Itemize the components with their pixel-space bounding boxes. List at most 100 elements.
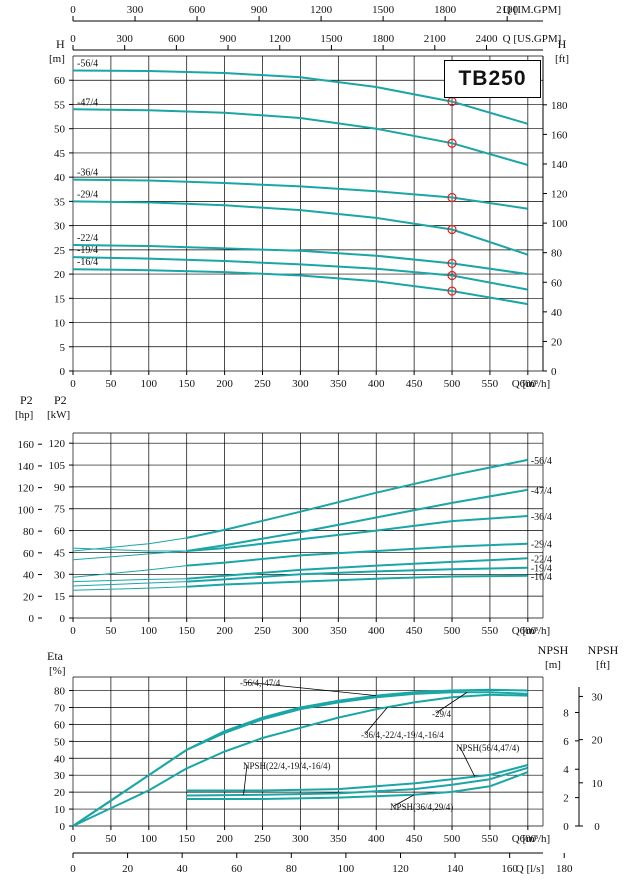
hp-tick-label: 40 — [23, 570, 35, 582]
label-leader-line — [364, 706, 388, 735]
x-tick-label: 350 — [330, 833, 347, 845]
x-tick-label: 550 — [482, 378, 499, 390]
x-tick-label: 0 — [70, 833, 76, 845]
y-axis-label-p2-kw: P2 — [54, 393, 67, 407]
im-gpm-tick-label: 300 — [127, 4, 144, 16]
x-axis-label: Q [m³/h] — [512, 833, 550, 845]
ls-tick-label: 160 — [501, 863, 518, 875]
y-axis-unit-npsh-m: [m] — [545, 659, 561, 671]
power-curve-thin-29-4 — [72, 565, 187, 578]
x-tick-label: 50 — [105, 378, 117, 390]
x-tick-label: 150 — [178, 378, 195, 390]
us-gpm-tick-label: 300 — [116, 33, 133, 45]
y-tick-label: 40 — [54, 172, 66, 184]
im-gpm-tick-label: 600 — [189, 4, 206, 16]
power-curve-thin-22-4 — [72, 578, 187, 583]
operating-point-marker — [447, 258, 457, 269]
y-tick-label: 0 — [60, 613, 66, 625]
x-axis-label: Q [m³/h] — [512, 625, 550, 637]
y-tick-label: 35 — [54, 196, 66, 208]
y-tick-label: 30 — [54, 770, 66, 782]
y-axis-unit-kw: [kW] — [47, 409, 70, 421]
y-tick-label: 45 — [54, 148, 66, 160]
us-gpm-tick-label: 1500 — [320, 33, 343, 45]
y-axis-unit-hp: [hp] — [15, 409, 33, 421]
npsh-m-tick-label: 8 — [563, 707, 569, 719]
ft-tick-label: 120 — [551, 189, 568, 201]
y-tick-label: 60 — [54, 719, 66, 731]
operating-point-marker — [447, 192, 457, 203]
x-tick-label: 400 — [368, 378, 385, 390]
us-gpm-tick-label: 1800 — [372, 33, 395, 45]
head-curve-36-4 — [72, 178, 528, 210]
ft-tick-label: 60 — [551, 277, 563, 289]
x-tick-label: 200 — [216, 833, 233, 845]
hp-tick-label: 100 — [18, 504, 35, 516]
hp-tick-label: 160 — [18, 439, 35, 451]
ls-tick-label: 140 — [447, 863, 464, 875]
x-tick-label: 250 — [254, 833, 271, 845]
x-tick-label: 350 — [330, 625, 347, 637]
operating-point-marker — [447, 270, 457, 281]
power-curve-56-4 — [186, 458, 528, 539]
npsh-m-tick-label: 0 — [563, 821, 569, 833]
ft-tick-label: 140 — [551, 159, 568, 171]
y-tick-label: 80 — [54, 686, 66, 698]
y-axis-label-npsh-m: NPSH — [538, 643, 569, 657]
ls-tick-label: 0 — [70, 863, 76, 875]
x-tick-label: 450 — [406, 833, 423, 845]
im-gpm-tick-label: 2100 — [496, 4, 519, 16]
y-tick-label: 20 — [54, 787, 66, 799]
hp-tick-label: 80 — [23, 526, 35, 538]
y-tick-label: 105 — [49, 460, 66, 472]
x-tick-label: 200 — [216, 625, 233, 637]
ft-tick-label: 160 — [551, 129, 568, 141]
x-tick-label: 450 — [406, 625, 423, 637]
x-tick-label: 0 — [70, 625, 76, 637]
power-series-label: -36/4 — [531, 512, 552, 523]
power-curve-thin-19-4 — [72, 581, 187, 587]
operating-point-marker — [447, 138, 457, 148]
im-gpm-tick-label: 1500 — [372, 4, 395, 16]
power-curve-29-4 — [186, 542, 528, 567]
eff-series-label: -36/4,-22/4,-19/4,-16/4 — [361, 730, 444, 740]
npsh-m-tick-label: 4 — [563, 764, 569, 776]
y-tick-label: 60 — [54, 75, 66, 87]
npsh-m-tick-label: 2 — [563, 793, 569, 805]
power-curve-thin-36-4 — [72, 547, 187, 552]
ft-tick-label: 20 — [551, 336, 563, 348]
ls-tick-label: 120 — [392, 863, 409, 875]
x-tick-label: 150 — [178, 833, 195, 845]
x-tick-label: 450 — [406, 378, 423, 390]
y-tick-label: 50 — [54, 736, 66, 748]
us-gpm-tick-label: 1200 — [269, 33, 292, 45]
im-gpm-tick-label: 1200 — [310, 4, 333, 16]
hp-tick-label: 0 — [29, 613, 35, 625]
y-axis-label-p2-hp: P2 — [20, 393, 33, 407]
y-axis-unit-npsh-ft: [ft] — [596, 659, 610, 671]
y-tick-label: 15 — [54, 293, 66, 305]
ft-tick-label: 180 — [551, 100, 568, 112]
head-series-label: -22/4 — [77, 233, 98, 244]
head-curve-19-4 — [72, 256, 528, 291]
y-tick-label: 70 — [54, 702, 66, 714]
eff-series-label: -29/4 — [432, 709, 451, 719]
operating-point-marker — [447, 286, 457, 296]
us-gpm-tick-label: 900 — [220, 33, 237, 45]
npsh-ft-tick-label: 30 — [592, 691, 604, 703]
hp-tick-label: 60 — [23, 548, 35, 560]
y-tick-label: 90 — [54, 482, 66, 494]
us-gpm-tick-label: 2400 — [475, 33, 498, 45]
x-tick-label: 250 — [254, 378, 271, 390]
ls-tick-label: 100 — [338, 863, 355, 875]
x-tick-label: 300 — [292, 833, 309, 845]
hp-tick-label: 140 — [18, 461, 35, 473]
hp-tick-label: 120 — [18, 483, 35, 495]
x-tick-label: 100 — [141, 625, 158, 637]
x-tick-label: 300 — [292, 378, 309, 390]
y-tick-label: 30 — [54, 569, 66, 581]
y-axis-label-npsh-ft: NPSH — [588, 643, 619, 657]
head-curve-56-4 — [72, 69, 529, 125]
npsh-m-tick-label: 6 — [563, 736, 569, 748]
